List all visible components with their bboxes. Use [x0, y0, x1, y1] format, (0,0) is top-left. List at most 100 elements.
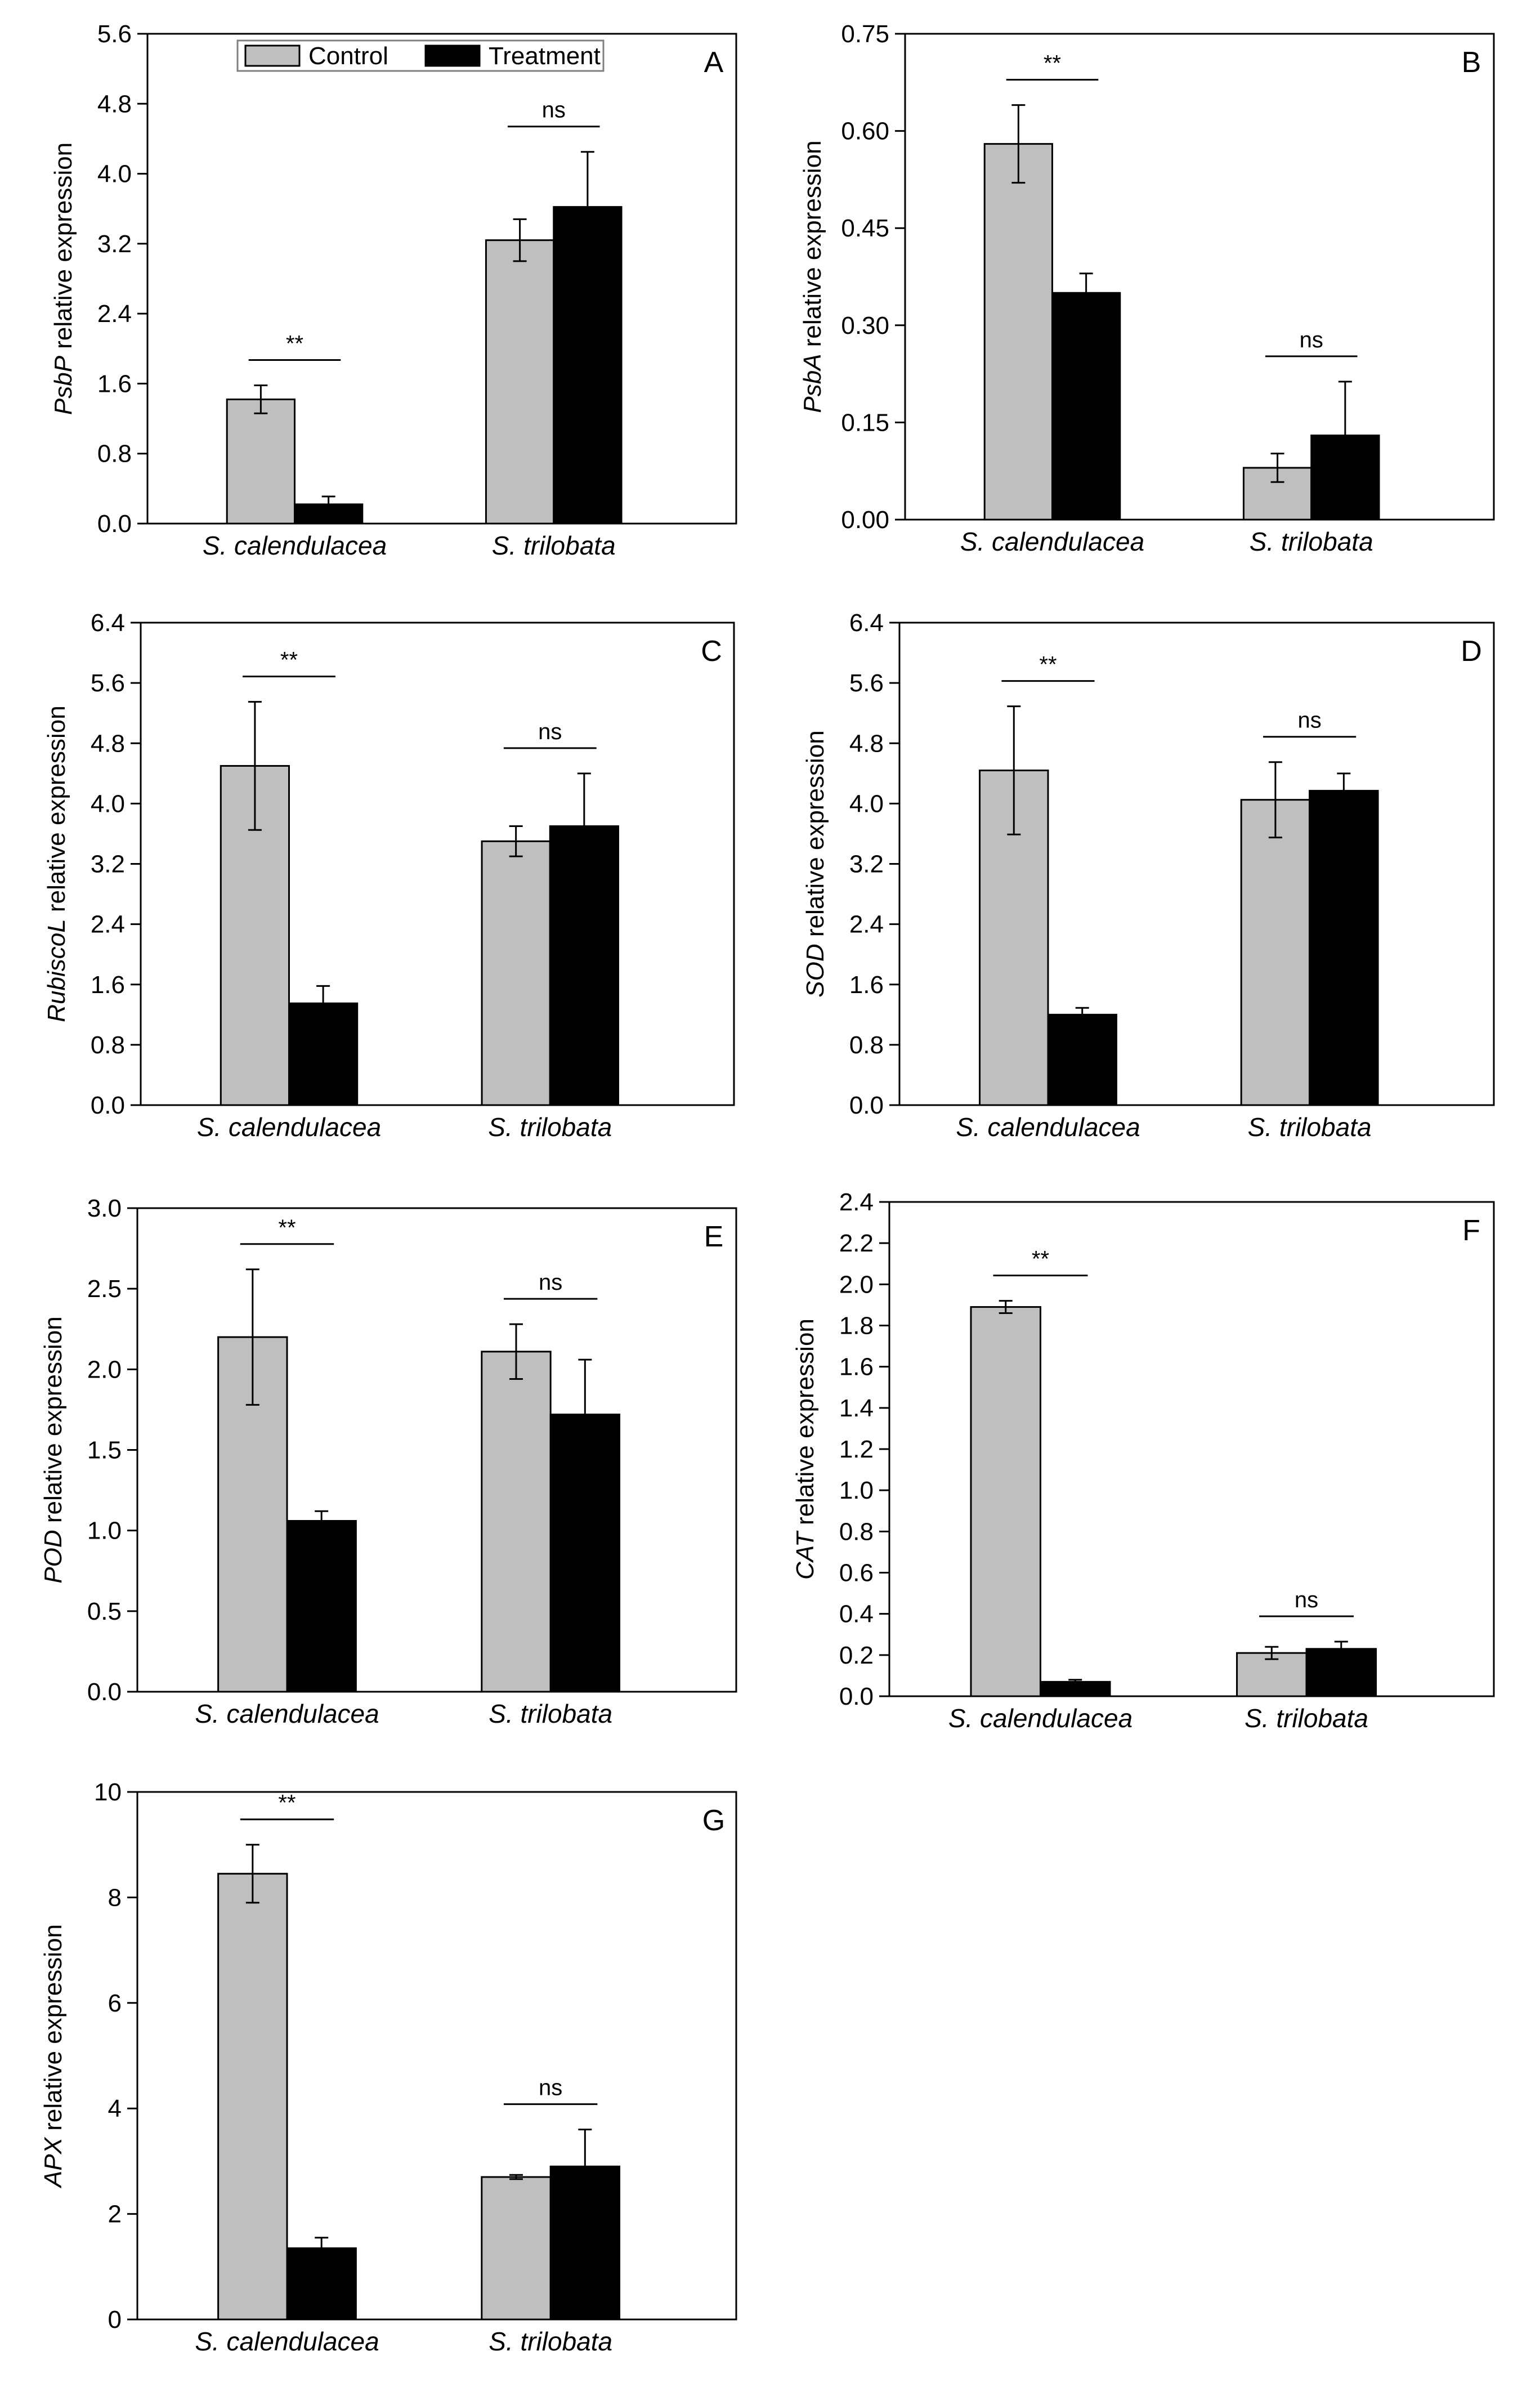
category-label: S. calendulacea	[956, 1112, 1140, 1142]
y-tick-label: 4.0	[97, 160, 132, 188]
y-axis-label: CAT relative expression	[791, 1318, 819, 1580]
y-tick-label: 2.4	[97, 300, 132, 328]
y-axis-label-suffix: relative expression	[39, 1316, 67, 1530]
y-tick-label: 0.0	[91, 1092, 125, 1119]
y-tick-label: 0.0	[87, 1678, 122, 1706]
y-tick-label: 0.0	[849, 1092, 884, 1119]
y-tick-label: 2.0	[839, 1271, 874, 1298]
panel-C: 0.0 0.8 1.6 2.4 3.2 4.0 4.8 5.6 6.4 RubiscoL rela…	[43, 609, 735, 1142]
y-axis-label-suffix: relative expression	[799, 140, 826, 354]
y-axis-label-suffix: relative expression	[50, 142, 77, 356]
y-tick-label: 0.15	[841, 409, 889, 436]
bar-control	[1240, 799, 1311, 1106]
category-label: S. calendulacea	[195, 2327, 379, 2356]
y-axis-label-gene: PsbP	[50, 355, 77, 415]
panel-D: 0.0 0.8 1.6 2.4 3.2 4.0 4.8 5.6 6.4 SOD relative …	[802, 609, 1495, 1142]
y-tick-label: 4.0	[849, 790, 884, 817]
y-tick-label: 1.2	[839, 1436, 874, 1463]
bar-treatment	[1309, 790, 1379, 1106]
y-tick-label: 1.6	[97, 370, 132, 397]
plot-frame	[146, 33, 737, 525]
significance-label: ns	[539, 2076, 562, 2100]
y-axis-label-gene: PsbA	[799, 354, 826, 413]
significance-label: ns	[542, 98, 566, 123]
plot-frame	[904, 33, 1495, 521]
panel-letter: E	[704, 1221, 724, 1253]
significance-label: ns	[539, 1270, 562, 1295]
y-tick-label: 0.0	[97, 510, 132, 538]
y-tick-label: 6	[108, 1990, 122, 2017]
y-tick-label: 0.2	[839, 1642, 874, 1669]
bar-control	[983, 143, 1053, 521]
legend-label-control: Control	[308, 42, 388, 70]
y-tick-label: 6.4	[849, 609, 884, 637]
panel-letter: A	[704, 46, 724, 79]
category-label: S. calendulacea	[195, 1699, 379, 1728]
y-tick-label: 1.8	[839, 1312, 874, 1340]
y-axis-label: PsbP relative expression	[50, 142, 77, 415]
y-axis-label: POD relative expression	[39, 1316, 67, 1583]
category-label: S. trilobata	[1248, 1112, 1372, 1142]
category-label: S. trilobata	[489, 2327, 612, 2356]
y-axis-label-gene: CAT	[791, 1530, 819, 1580]
significance-label: **	[1039, 652, 1056, 677]
y-tick-label: 0	[108, 2306, 122, 2334]
y-tick-label: 4.0	[91, 790, 125, 817]
significance-label: **	[278, 1791, 296, 1816]
significance-label: **	[280, 648, 298, 673]
significance-label: ns	[1300, 328, 1323, 352]
y-axis-label: APX relative expression	[39, 1924, 67, 2189]
y-tick-label: 6.4	[91, 609, 125, 637]
y-tick-label: 1.4	[839, 1394, 874, 1422]
y-tick-label: 1.5	[87, 1437, 122, 1464]
significance-label: **	[286, 332, 303, 356]
y-axis-label-suffix: relative expression	[43, 705, 70, 919]
category-label: S. trilobata	[489, 1699, 612, 1728]
legend-swatch-treatment	[424, 44, 481, 67]
panel-A: 0.0 0.8 1.6 2.4 3.2 4.0 4.8 5.6 PsbP relative ex…	[50, 20, 737, 560]
y-tick-label: 4.8	[97, 90, 132, 118]
y-tick-label: 0.5	[87, 1598, 122, 1625]
plot-frame	[136, 1791, 737, 2321]
y-tick-label: 0.75	[841, 20, 889, 48]
legend: Control Treatment	[236, 39, 605, 72]
y-tick-label: 2.4	[91, 911, 125, 938]
bar-control	[1236, 1652, 1308, 1697]
y-tick-label: 3.2	[91, 851, 125, 878]
bar-control	[226, 398, 296, 525]
y-tick-label: 0.6	[839, 1559, 874, 1587]
y-axis-label: SOD relative expression	[802, 730, 829, 997]
category-label: S. calendulacea	[960, 527, 1144, 556]
bar-control	[481, 1351, 552, 1693]
y-tick-label: 10	[94, 1778, 122, 1806]
significance-label: ns	[538, 719, 562, 744]
y-axis-label-suffix: relative expression	[791, 1318, 819, 1532]
y-tick-label: 2.0	[87, 1356, 122, 1383]
y-axis-label-gene: SOD	[802, 944, 829, 997]
category-label: S. calendulacea	[197, 1112, 381, 1142]
y-tick-label: 2.5	[87, 1275, 122, 1303]
panel-F: 0.0 0.2 0.4 0.6 0.8 1.0 1.2 1.4 1.6 1.8 2.0 2.2 2.4 C…	[791, 1188, 1495, 1733]
panel-G: 0 2 4 6 8 10 APX relative expression G ** S. cale…	[39, 1778, 737, 2356]
y-tick-label: 1.6	[91, 971, 125, 999]
category-label: S. trilobata	[1250, 527, 1373, 556]
y-tick-label: 8	[108, 1884, 122, 1911]
panel-letter: G	[702, 1804, 725, 1837]
significance-label: **	[1032, 1247, 1049, 1272]
category-label: S. calendulacea	[203, 531, 387, 560]
y-tick-label: 3.2	[97, 230, 132, 258]
y-tick-label: 0.4	[839, 1601, 874, 1628]
y-tick-label: 3.2	[849, 851, 884, 878]
y-axis-label-gene: POD	[39, 1530, 67, 1583]
y-tick-label: 5.6	[91, 669, 125, 697]
y-tick-label: 2.4	[839, 1188, 874, 1216]
y-tick-label: 0.30	[841, 312, 889, 339]
y-tick-label: 0.8	[839, 1518, 874, 1545]
bar-treatment	[1047, 1013, 1117, 1106]
significance-label: ns	[1295, 1588, 1318, 1612]
y-tick-label: 2.2	[839, 1230, 874, 1257]
panel-letter: D	[1461, 635, 1482, 668]
y-axis-label-suffix: relative expression	[39, 1924, 67, 2138]
bar-control	[481, 840, 551, 1106]
